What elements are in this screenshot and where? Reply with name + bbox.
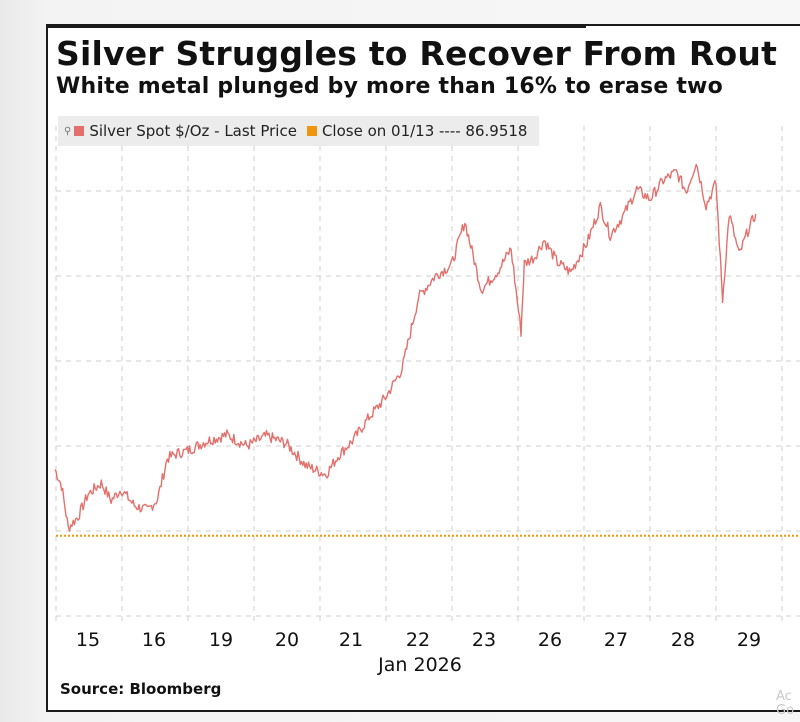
- x-tick-label: 21: [339, 629, 363, 651]
- x-tick-label: 26: [538, 629, 562, 651]
- legend-label-close: Close on 01/13 ---- 86.9518: [321, 122, 528, 140]
- silver-price-chart: 15 16 19 20 21 22 23 26 27 28 29 Jan 2026: [54, 126, 800, 676]
- watermark-text: Ac Go: [776, 689, 795, 718]
- chart-card: Silver Struggles to Recover From Rout Wh…: [46, 24, 800, 712]
- x-tick-label: 23: [472, 629, 496, 651]
- x-tick-label: 22: [406, 629, 430, 651]
- series-line-silver: [54, 163, 757, 532]
- x-tick-label: 19: [209, 629, 233, 651]
- x-tick-label: 15: [76, 629, 100, 651]
- x-tick-label: 27: [604, 629, 628, 651]
- legend-label-silver: Silver Spot $/Oz - Last Price: [89, 122, 297, 140]
- source-note: Source: Bloomberg: [60, 680, 222, 698]
- chart-subtitle: White metal plunged by more than 16% to …: [56, 74, 723, 99]
- x-tick-label: 28: [671, 629, 695, 651]
- chart-legend: ⚲ Silver Spot $/Oz - Last Price Close on…: [58, 116, 540, 146]
- x-tick-label: 16: [142, 629, 166, 651]
- legend-swatch-close: [306, 126, 317, 136]
- os-watermark: Ac Go: [776, 690, 794, 718]
- x-tick-label: 20: [275, 629, 299, 651]
- legend-swatch-silver: [74, 126, 85, 136]
- x-month-label: Jan 2026: [377, 654, 462, 676]
- legend-item-silver: ⚲ Silver Spot $/Oz - Last Price: [64, 122, 297, 140]
- legend-item-close: Close on 01/13 ---- 86.9518: [306, 122, 528, 140]
- pin-icon: ⚲: [64, 125, 72, 137]
- card-top-border: [48, 26, 586, 28]
- chart-title: Silver Struggles to Recover From Rout: [56, 34, 778, 73]
- x-tick-label: 29: [737, 629, 761, 651]
